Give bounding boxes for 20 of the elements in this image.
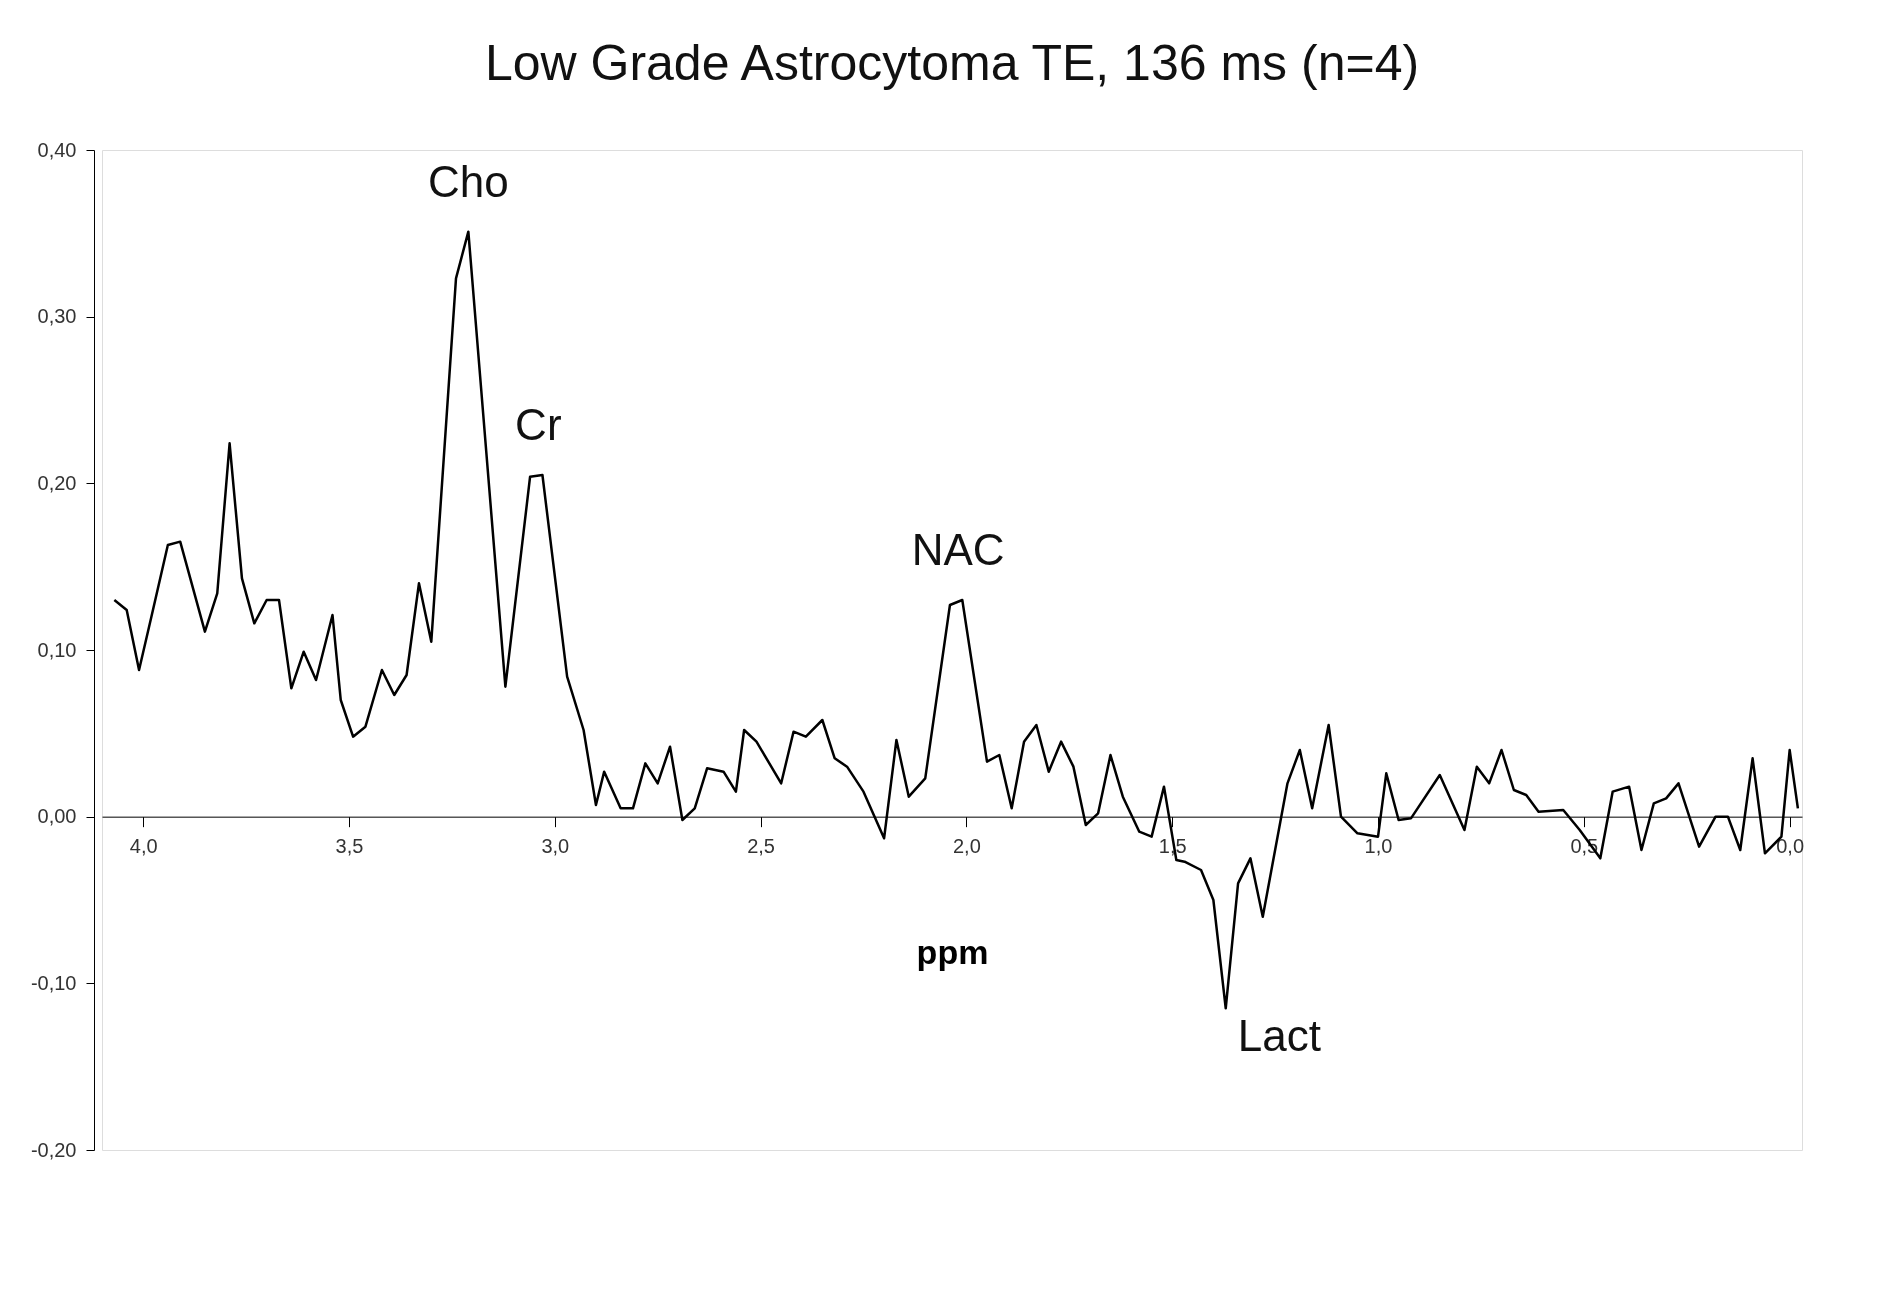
annotation: Cr (515, 400, 562, 449)
x-tick-label: 3,0 (541, 835, 570, 858)
x-tick-label: 0,0 (1776, 835, 1805, 858)
x-tick-label: 4,0 (129, 835, 158, 858)
y-tick-label: 0,20 (37, 471, 77, 494)
x-tick-label: 2,0 (953, 835, 981, 858)
y-tick-label: 0,30 (37, 305, 77, 328)
x-tick-label: 1,0 (1364, 835, 1393, 858)
chart-title: Low Grade Astrocytoma TE, 136 ms (n=4) (484, 35, 1420, 91)
y-tick-label: 0,00 (37, 805, 77, 828)
annotation: Lact (1237, 1011, 1321, 1061)
y-tick-label: -0,20 (30, 1138, 77, 1161)
annotation: NAC (911, 525, 1005, 574)
annotation: Cho (427, 156, 509, 206)
x-axis-title: ppm (916, 933, 989, 972)
y-tick-label: 0,40 (37, 138, 77, 161)
x-tick-label: 2,5 (747, 835, 775, 858)
y-tick-label: -0,10 (30, 971, 77, 994)
x-tick-label: 3,5 (335, 835, 364, 858)
y-tick-label: 0,10 (37, 638, 77, 661)
